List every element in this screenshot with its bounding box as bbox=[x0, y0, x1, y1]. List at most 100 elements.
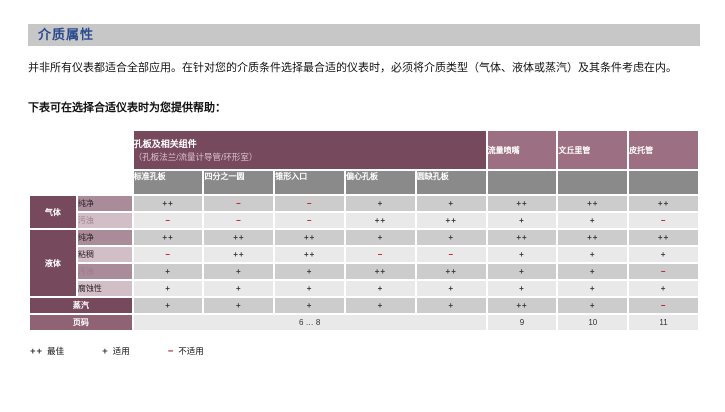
value-cell: + bbox=[558, 264, 628, 279]
page-range-cell: 6 … 8 bbox=[133, 315, 486, 330]
legend-item-best: ++ 最佳 bbox=[30, 345, 64, 357]
value-cell: − bbox=[275, 213, 345, 228]
orifice-group-subtitle: （孔板法兰/流量计导管/环形室） bbox=[133, 152, 258, 162]
value-cell: ++ bbox=[487, 230, 557, 245]
row-label: 污浊 bbox=[77, 213, 132, 228]
value-cell: + bbox=[416, 298, 486, 313]
sub-header-row: 标准孔板 四分之一圆 锥形入口 偏心孔板 圆缺孔板 bbox=[30, 171, 698, 194]
value-cell: − bbox=[629, 213, 698, 228]
value-cell: − bbox=[629, 264, 698, 279]
column-header-flow-nozzle: 流量喷嘴 bbox=[487, 131, 557, 169]
value-cell: + bbox=[275, 298, 345, 313]
media-suitability-table: 孔板及相关组件 （孔板法兰/流量计导管/环形室） 流量喷嘴 文丘里管 皮托管 标… bbox=[28, 129, 700, 332]
value-cell: + bbox=[416, 281, 486, 296]
value-cell: + bbox=[275, 264, 345, 279]
value-cell: + bbox=[275, 281, 345, 296]
table-row: 腐蚀性 + + + + + + + + bbox=[30, 281, 698, 296]
legend-item-suitable: + 适用 bbox=[102, 345, 130, 357]
subcolumn-empty bbox=[487, 171, 557, 194]
row-label-steam: 蒸汽 bbox=[30, 298, 132, 313]
table-row: 液体 纯净 ++ ++ ++ + + ++ ++ ++ bbox=[30, 230, 698, 296]
value-cell: ++ bbox=[204, 247, 274, 262]
page-number-cell: 10 bbox=[558, 315, 628, 330]
group-header-row: 孔板及相关组件 （孔板法兰/流量计导管/环形室） 流量喷嘴 文丘里管 皮托管 bbox=[30, 131, 698, 169]
subcolumn-header-quarter-circle: 四分之一圆 bbox=[204, 171, 274, 194]
minus-symbol: − bbox=[167, 345, 175, 357]
value-cell: + bbox=[416, 196, 486, 211]
value-cell: + bbox=[487, 281, 557, 296]
value-cell: + bbox=[416, 230, 486, 245]
intro-paragraph: 并非所有仪表都适合全部应用。在针对您的介质条件选择最合适的仪表时，必须将介质类型… bbox=[28, 62, 677, 74]
value-cell: ++ bbox=[558, 196, 628, 211]
value-cell: + bbox=[487, 247, 557, 262]
value-cell: ++ bbox=[346, 213, 415, 228]
subcolumn-header-eccentric-orifice: 偏心孔板 bbox=[346, 171, 415, 194]
row-label: 腐蚀性 bbox=[77, 281, 132, 296]
subcolumn-header-standard-orifice: 标准孔板 bbox=[133, 171, 203, 194]
table-helper-text: 下表可在选择合适仪表时为您提供帮助： bbox=[28, 102, 226, 114]
value-cell: + bbox=[133, 298, 203, 313]
row-label: 污浊 bbox=[77, 264, 132, 279]
value-cell: + bbox=[133, 264, 203, 279]
value-cell: ++ bbox=[558, 230, 628, 245]
value-cell: + bbox=[558, 281, 628, 296]
value-cell: ++ bbox=[275, 230, 345, 245]
row-label: 粘稠 bbox=[77, 247, 132, 262]
value-cell: − bbox=[275, 196, 345, 211]
value-cell: ++ bbox=[629, 196, 698, 211]
legend-label: 不适用 bbox=[178, 346, 204, 356]
column-header-venturi: 文丘里管 bbox=[558, 131, 628, 169]
value-cell: ++ bbox=[346, 264, 415, 279]
subcolumn-empty bbox=[629, 171, 698, 194]
value-cell: + bbox=[346, 230, 415, 245]
value-cell: ++ bbox=[133, 196, 203, 211]
value-cell: + bbox=[558, 247, 628, 262]
value-cell: − bbox=[346, 247, 415, 262]
value-cell: ++ bbox=[629, 230, 698, 245]
value-cell: − bbox=[416, 247, 486, 262]
value-cell: + bbox=[558, 298, 628, 313]
orifice-group-title: 孔板及相关组件 bbox=[133, 139, 197, 149]
value-cell: + bbox=[346, 281, 415, 296]
value-cell: + bbox=[204, 264, 274, 279]
value-cell: + bbox=[204, 281, 274, 296]
value-cell: + bbox=[629, 247, 698, 262]
page-number-cell: 9 bbox=[487, 315, 557, 330]
column-header-pitot: 皮托管 bbox=[629, 131, 698, 169]
value-cell: ++ bbox=[487, 196, 557, 211]
legend-label: 最佳 bbox=[47, 346, 65, 356]
value-cell: ++ bbox=[416, 264, 486, 279]
row-label-pages: 页码 bbox=[30, 315, 132, 330]
value-cell: ++ bbox=[487, 298, 557, 313]
page-number-cell: 11 bbox=[629, 315, 698, 330]
value-cell: ++ bbox=[275, 247, 345, 262]
table-row: 粘稠 − ++ ++ − − + + + bbox=[30, 247, 698, 262]
plus-plus-symbol: ++ bbox=[30, 345, 44, 357]
table-body: 气体 纯净 ++ − − + + ++ ++ ++ 污浊 − − − ++ ++ + + − 液体 纯净 ++ ++ ++ + +… bbox=[30, 196, 698, 330]
plus-symbol: + bbox=[102, 345, 109, 357]
page-title: 介质属性 bbox=[38, 27, 95, 42]
page-content: 介质属性 并非所有仪表都适合全部应用。在针对您的介质条件选择最合适的仪表时，必须… bbox=[28, 24, 700, 357]
legend-item-not-suitable: − 不适用 bbox=[168, 345, 204, 357]
value-cell: − bbox=[133, 247, 203, 262]
header-spacer bbox=[30, 131, 132, 169]
row-label: 纯净 bbox=[77, 230, 132, 245]
value-cell: − bbox=[204, 196, 274, 211]
header-spacer bbox=[30, 171, 132, 194]
subcolumn-header-conical-inlet: 锥形入口 bbox=[275, 171, 345, 194]
value-cell: + bbox=[346, 196, 415, 211]
table-row-pages: 页码 6 … 8 9 10 11 bbox=[30, 315, 698, 330]
table-row: 气体 纯净 ++ − − + + ++ ++ ++ bbox=[30, 196, 698, 228]
value-cell: + bbox=[133, 281, 203, 296]
value-cell: ++ bbox=[133, 230, 203, 245]
subcolumn-empty bbox=[558, 171, 628, 194]
subcolumn-header-segmental-orifice: 圆缺孔板 bbox=[416, 171, 486, 194]
value-cell: + bbox=[487, 213, 557, 228]
section-title-bar: 介质属性 bbox=[28, 24, 700, 46]
value-cell: + bbox=[346, 298, 415, 313]
row-group-label: 液体 bbox=[30, 230, 76, 296]
value-cell: + bbox=[204, 298, 274, 313]
row-group-label: 气体 bbox=[30, 196, 76, 228]
value-cell: + bbox=[558, 213, 628, 228]
value-cell: − bbox=[133, 213, 203, 228]
